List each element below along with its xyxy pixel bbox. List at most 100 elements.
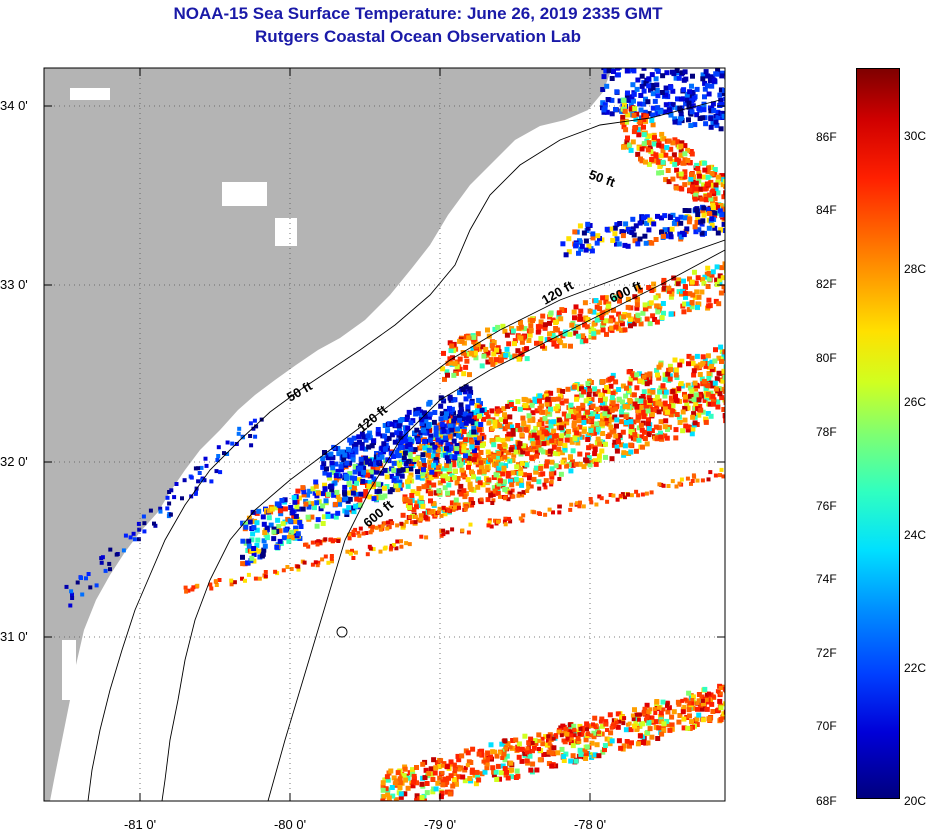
sst-pixel [682,301,688,307]
sst-pixel [659,315,665,321]
sst-pixel [167,501,172,506]
sst-pixel [634,86,640,92]
sst-pixel [495,436,501,442]
sst-pixel [475,774,480,780]
sst-pixel [685,158,691,163]
sst-pixel [447,433,453,439]
sst-pixel [527,447,533,453]
sst-pixel [466,432,472,438]
sst-pixel [579,243,585,249]
sst-pixel [688,123,694,128]
sst-pixel [478,460,484,466]
sst-pixel [373,469,379,475]
sst-pixel [568,740,574,746]
sst-pixel [493,461,499,467]
sst-pixel [723,228,725,233]
sst-pixel [515,744,521,750]
sst-pixel [615,497,620,502]
sst-pixel [377,524,382,529]
sst-pixel [626,58,631,63]
sst-pixel [614,448,620,454]
sst-pixel [654,62,659,67]
sst-pixel [646,395,652,401]
sst-pixel [347,460,353,466]
sst-pixel [692,474,697,479]
sst-pixel [249,443,254,448]
sst-pixel [702,357,708,363]
sst-pixel [352,475,358,481]
sst-pixel [708,470,713,475]
sst-pixel [591,734,597,740]
sst-pixel [75,580,80,585]
sst-pixel [517,746,523,752]
sst-pixel [458,461,464,467]
sst-pixel [625,304,631,310]
sst-pixel [301,489,307,495]
sst-pixel [526,338,532,343]
sst-pixel [494,484,500,490]
sst-pixel [293,519,299,525]
sst-pixel [708,179,714,185]
sst-pixel [607,741,613,747]
sst-pixel [682,284,688,289]
sst-pixel [581,728,586,733]
sst-pixel [504,424,510,430]
sst-pixel [392,419,398,425]
sst-pixel [516,493,521,498]
sst-pixel [225,452,230,456]
sst-pixel [611,442,617,448]
sst-pixel [566,413,571,419]
sst-pixel [344,449,350,455]
sst-pixel [680,709,686,715]
sst-pixel [605,97,611,102]
sst-pixel [605,303,611,309]
sst-pixel [686,100,692,106]
sst-pixel [435,447,441,453]
sst-pixel [336,497,342,503]
sst-pixel [516,754,522,760]
sst-pixel [493,518,497,523]
sst-pixel [720,378,725,384]
sst-pixel [663,177,669,183]
sst-pixel [553,320,559,325]
sst-pixel [427,399,433,405]
sst-pixel [710,199,715,205]
sst-pixel [504,746,509,751]
sst-pixel [495,408,501,414]
sst-pixel [443,473,449,479]
sst-pixel [621,58,626,63]
sst-pixel [649,117,655,123]
sst-pixel [699,289,705,295]
sst-pixel [427,437,433,443]
sst-pixel [705,353,711,359]
sst-pixel [579,731,585,737]
sst-pixel [616,387,622,392]
sst-pixel [705,169,711,175]
sst-pixel [561,758,567,763]
sst-pixel [540,471,546,477]
sst-pixel [603,454,608,460]
sst-pixel [678,152,684,158]
sst-pixel [456,757,462,763]
sst-pixel [689,355,695,361]
sst-pixel [710,393,716,399]
sst-pixel [608,493,613,497]
sst-pixel [665,371,671,377]
sst-pixel [611,723,616,728]
sst-pixel [630,216,636,222]
sst-pixel [604,736,610,742]
sst-pixel [488,457,493,463]
sst-pixel [559,400,565,406]
sst-pixel [696,227,702,233]
sst-pixel [618,745,624,751]
sst-pixel [584,744,590,750]
sst-pixel [556,417,562,423]
sst-pixel [502,496,507,501]
sst-pixel [524,462,530,468]
sst-pixel [638,398,644,404]
sst-pixel [440,478,446,484]
sst-pixel [508,760,514,766]
sst-pixel [625,90,630,96]
sst-pixel [262,530,268,536]
sst-pixel [604,418,610,423]
